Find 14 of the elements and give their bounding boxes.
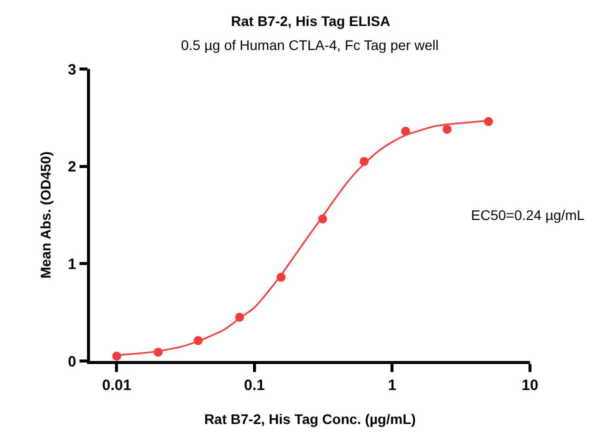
y-axis-title: Mean Abs. (OD450)	[38, 151, 54, 279]
x-tick-label: 10	[522, 376, 538, 394]
chart-subtitle: 0.5 µg of Human CTLA-4, Fc Tag per well	[181, 37, 439, 53]
y-tick-label: 0	[68, 353, 76, 370]
y-tick-label: 3	[68, 61, 76, 78]
x-tick-label: 0.01	[102, 376, 132, 394]
x-tick-label: 0.1	[244, 376, 265, 394]
y-tick-label: 2	[68, 158, 76, 176]
x-tick-label: 1	[388, 376, 396, 394]
y-tick-label: 1	[68, 256, 76, 273]
chart-title: Rat B7-2, His Tag ELISA	[231, 13, 390, 29]
point	[442, 124, 452, 134]
annotation: EC50=0.24 µg/mL	[471, 207, 585, 223]
x-axis-title: Rat B7-2, His Tag Conc. (µg/mL)	[204, 411, 416, 428]
